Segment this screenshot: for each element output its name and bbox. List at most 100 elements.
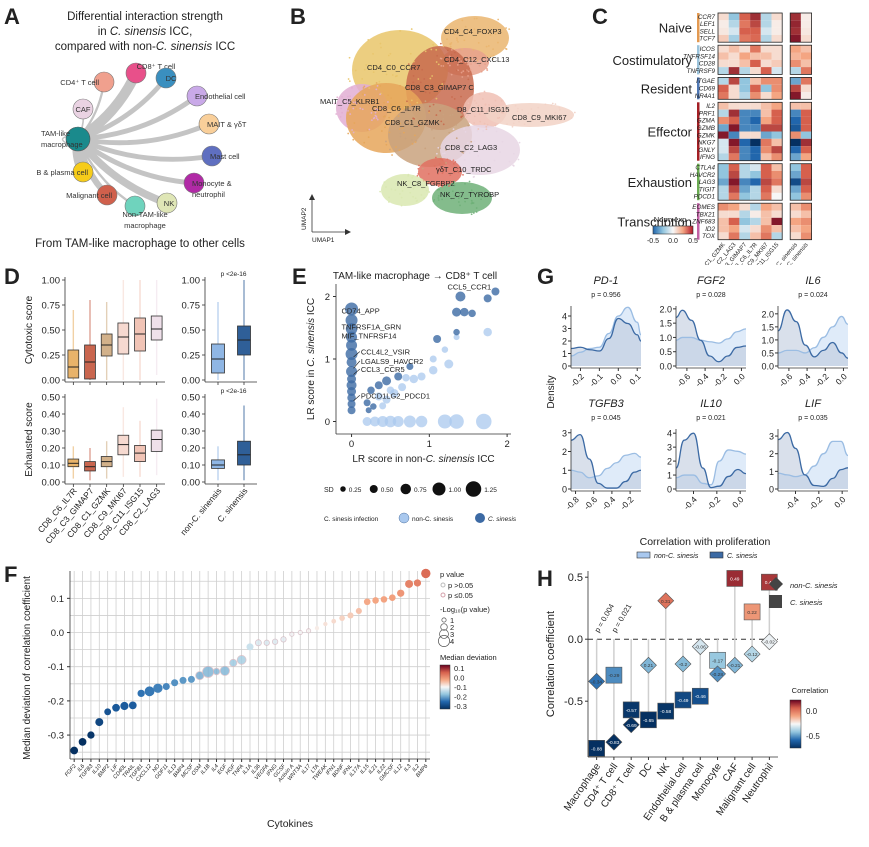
cell-node-label: CD8⁺ T cell xyxy=(137,62,176,71)
umap-cell-point xyxy=(505,48,508,51)
umap-cell-point xyxy=(573,111,576,114)
heatmap-cell xyxy=(739,27,751,35)
heatmap-cell xyxy=(739,146,751,154)
umap-cell-point xyxy=(434,121,437,124)
umap-cell-point xyxy=(518,120,520,123)
cytokine-dot xyxy=(229,658,238,667)
y-tick-label: 0.10 xyxy=(42,461,61,472)
legend-pvalue-symbol xyxy=(440,582,446,588)
x-tick-label: -0.2 xyxy=(807,494,825,512)
c-sinesis-value-label: 0.22 xyxy=(747,610,757,616)
legend-pvalue-item: p >0.05 xyxy=(448,581,473,590)
heatmap-cell xyxy=(718,92,729,100)
cytokine-dot xyxy=(314,625,320,631)
umap-cell-point xyxy=(423,197,426,200)
size-legend-dot xyxy=(400,483,411,495)
umap-cell-point xyxy=(517,107,519,110)
umap-cell-point xyxy=(446,59,449,61)
umap-cell-point xyxy=(435,167,438,170)
heatmap-cell xyxy=(800,124,812,132)
y-tick-label: 0 xyxy=(325,417,330,428)
non-c-sinesis-diamond-marker xyxy=(640,656,657,674)
umap-cell-point xyxy=(439,158,442,161)
umap-cell-point xyxy=(348,56,351,59)
umap-cell-point xyxy=(442,80,445,83)
heatmap-cell xyxy=(728,109,740,117)
umap-cell-point xyxy=(441,172,444,175)
y-tick-label: 1.0 xyxy=(659,333,672,343)
density-y-label: Density xyxy=(546,375,557,408)
density-plot-pvalue: p = 0.028 xyxy=(696,292,725,299)
heatmap-gene-label: ICOS xyxy=(700,46,716,53)
cytokine-dot xyxy=(202,665,215,678)
heatmap-cell xyxy=(718,217,729,226)
y-tick-label: 0.00 xyxy=(182,478,201,489)
heatmap-cell xyxy=(728,185,740,193)
heatmap-cell xyxy=(760,203,772,211)
umap-cell-point xyxy=(479,61,482,64)
density-plot-pvalue: p = 0.035 xyxy=(798,415,827,422)
y-tick-label: 0.50 xyxy=(182,393,201,404)
legend-c-sinesis-label: C. sinesis xyxy=(488,516,517,523)
size-legend-dot xyxy=(340,486,346,492)
legend-size-circle xyxy=(439,629,449,639)
heatmap-cell xyxy=(800,102,812,110)
cytokine-dot xyxy=(289,631,295,637)
heatmap-cell xyxy=(760,131,772,139)
heatmap-group-label: Transcription xyxy=(617,214,692,229)
heatmap-cell xyxy=(718,163,729,171)
y-tick-label: 1 xyxy=(562,349,567,359)
x-tick-label: -0.6 xyxy=(582,494,600,512)
umap-cell-point xyxy=(483,90,486,93)
heatmap-cell xyxy=(790,34,801,43)
lr-pair-point xyxy=(382,376,392,386)
heatmap-block-border xyxy=(789,163,812,201)
lr-pair-point xyxy=(415,415,428,428)
umap-cell-point xyxy=(463,159,466,161)
heatmap-gene-label: PRF1 xyxy=(699,110,715,117)
cell-node-label: Non-TAM-like xyxy=(122,210,167,219)
y-tick-label: 1.00 xyxy=(182,276,201,287)
umap-cell-point xyxy=(454,170,457,173)
non-c-sinesis-diamond-marker xyxy=(657,592,675,610)
umap-cell-point xyxy=(453,28,456,31)
non-c-sinesis-diamond-marker xyxy=(588,672,606,690)
correlation-legend-title: Correlation xyxy=(792,686,829,695)
title-text: ICC, xyxy=(166,26,192,38)
heatmap-group-bar xyxy=(697,102,700,161)
density-line-c-sinesis xyxy=(777,309,849,359)
heatmap-cell xyxy=(718,138,729,147)
heatmap-cell xyxy=(760,192,772,201)
heatmap-cell xyxy=(750,153,761,161)
cell-type-label: DC xyxy=(638,761,655,779)
umap-cell-point xyxy=(530,108,533,110)
cell-node xyxy=(183,172,205,194)
umap-cell-point xyxy=(473,115,476,118)
heatmap-cell xyxy=(750,225,761,233)
umap-cell-point xyxy=(340,107,343,110)
legend-c-sinesis-label: C. sinesis xyxy=(790,598,823,607)
umap-cell-point xyxy=(492,54,495,57)
umap-cell-point xyxy=(482,129,485,132)
umap-cell-point xyxy=(412,187,415,190)
y-tick-label: 0.25 xyxy=(42,351,61,362)
umap-cell-point xyxy=(367,136,370,139)
umap-cell-point xyxy=(520,117,523,120)
box-body xyxy=(211,459,225,469)
heatmap-cell xyxy=(718,203,729,211)
heatmap-cell xyxy=(750,34,761,43)
umap-cell-point xyxy=(375,115,378,118)
heatmap-cell xyxy=(739,138,751,147)
legend-non-c-sinesis-label: non-C. sinesis xyxy=(412,516,454,523)
heatmap-cell xyxy=(800,138,812,147)
umap-cell-point xyxy=(354,101,357,104)
non-c-sinesis-value-label: -0.21 xyxy=(729,663,740,669)
legend-color-tick: -0.3 xyxy=(454,702,467,711)
heatmap-cell xyxy=(790,124,801,132)
heatmap-group-label: Exhaustion xyxy=(628,175,692,190)
heatmap-cell xyxy=(739,124,751,132)
umap-cell-point xyxy=(348,80,351,83)
y-tick-label: 0.1 xyxy=(51,594,64,605)
umap-cell-point xyxy=(547,119,550,122)
heatmap-cell xyxy=(718,20,729,28)
